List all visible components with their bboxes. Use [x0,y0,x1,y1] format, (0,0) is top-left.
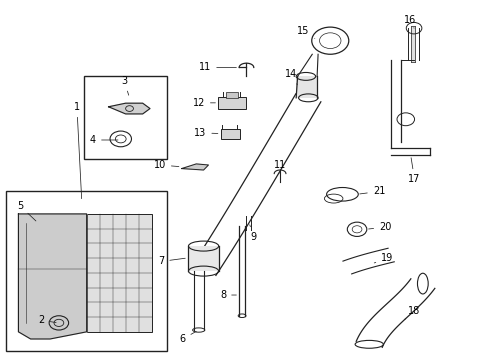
Text: 3: 3 [121,76,129,95]
Text: 6: 6 [179,332,196,344]
Text: 17: 17 [408,158,421,184]
Bar [218,97,246,109]
Text: 5: 5 [17,201,36,221]
Text: 19: 19 [374,253,393,263]
Text: 2: 2 [38,315,56,325]
Text: 10: 10 [153,160,179,170]
Text: 15: 15 [297,26,315,39]
Text: 9: 9 [250,225,257,242]
Text: 18: 18 [405,306,421,319]
Text: 16: 16 [404,15,416,28]
Bar [296,76,318,98]
Text: 11: 11 [199,63,236,72]
Bar [6,191,167,351]
Text: 20: 20 [368,222,392,232]
Text: 13: 13 [194,128,218,138]
Text: 21: 21 [360,186,385,197]
Text: 11: 11 [274,160,286,174]
Bar [220,129,240,139]
Bar [225,93,238,98]
Bar [87,214,152,332]
Text: 12: 12 [193,98,216,108]
Text: 4: 4 [90,135,118,145]
Bar [188,246,219,271]
Text: 7: 7 [158,256,185,266]
Text: 14: 14 [285,68,297,85]
Polygon shape [19,214,87,339]
Text: 8: 8 [220,290,236,300]
Polygon shape [182,164,208,170]
Polygon shape [109,103,150,114]
Bar [84,76,167,158]
Text: 1: 1 [74,102,82,199]
